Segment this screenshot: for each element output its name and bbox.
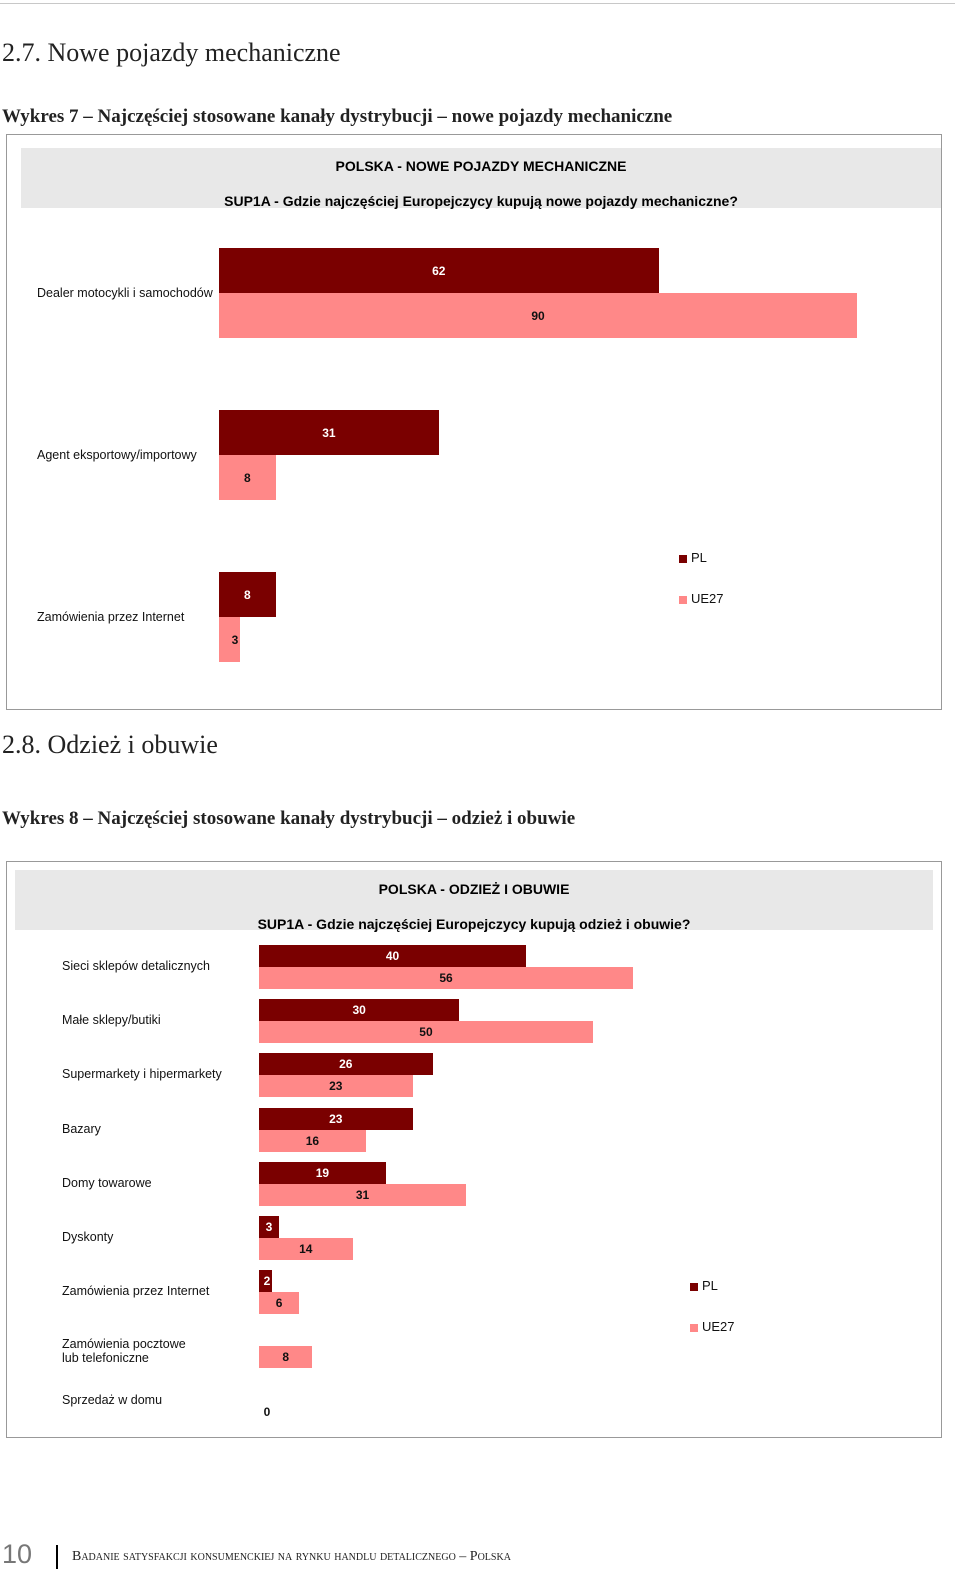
category-label-line: Sprzedaż w domu bbox=[62, 1392, 163, 1407]
bar-ue27-zamowienia-przez-internet bbox=[219, 617, 241, 662]
chart-header-band: POLSKA - ODZIEŻ I OBUWIE SUP1A - Gdzie n… bbox=[15, 870, 933, 932]
bar-pl-zamowienia-przez-internet bbox=[219, 572, 276, 617]
chart-subtitle: SUP1A - Gdzie najczęściej Europejczycy k… bbox=[257, 916, 691, 932]
bar-ue27-ma-e-sklepy-butiki bbox=[259, 1021, 593, 1044]
data-label-ue27-sprzedaz-w-domu: 0 bbox=[263, 1404, 271, 1419]
data-label-ue27-bazary: 16 bbox=[305, 1133, 320, 1148]
bar-ue27-supermarkety-i-hipermarkety bbox=[259, 1075, 413, 1098]
bar-pl-supermarkety-i-hipermarkety bbox=[259, 1053, 433, 1076]
category-label-bazary: Bazary bbox=[62, 1122, 101, 1136]
category-label-line: Supermarkety i hipermarkety bbox=[62, 1067, 222, 1082]
category-label-sprzedaz-w-domu: Sprzedaż w domu bbox=[62, 1393, 162, 1407]
bar-pl-dyskonty bbox=[259, 1216, 280, 1238]
bar-ue27-agent-eksportowy-importowy bbox=[219, 455, 276, 500]
legend-label-ue27: UE27 bbox=[691, 591, 724, 606]
legend-label-ue27: UE27 bbox=[702, 1319, 735, 1334]
bar-ue27-bazary bbox=[259, 1129, 366, 1152]
category-label-line: Dyskonty bbox=[62, 1230, 114, 1244]
data-label-ue27-dyskonty: 14 bbox=[299, 1242, 313, 1256]
bar-pl-agent-eksportowy-importowy bbox=[219, 410, 439, 455]
data-label-ue27-sieci-sklepow-detalicznych: 56 bbox=[439, 971, 453, 985]
category-label-zamowienia-pocztowe-lub-telefoniczne: Zamówienia pocztowe lub telefoniczne bbox=[62, 1337, 186, 1365]
data-label-ue27-domy-towarowe: 31 bbox=[355, 1187, 370, 1202]
data-label-ue27-zamowienia-przez-internet: 3 bbox=[231, 632, 239, 647]
bar-pl-bazary bbox=[259, 1107, 413, 1130]
bar-pl-zamowienia-przez-internet bbox=[259, 1270, 273, 1293]
data-label-pl-zamowienia-przez-internet: 8 bbox=[244, 587, 251, 602]
category-label-line: Agent eksportowy/importowy bbox=[37, 448, 197, 462]
category-label-sieci-sklepow-detalicznych: Sieci sklepów detalicznych bbox=[62, 959, 210, 973]
category-label-line: lub telefoniczne bbox=[62, 1351, 149, 1366]
chart-subtitle: SUP1A - Gdzie najczęściej Europejczycy k… bbox=[224, 193, 738, 209]
data-label-pl-domy-towarowe: 19 bbox=[315, 1165, 330, 1180]
bar-ue27-dyskonty bbox=[259, 1238, 353, 1260]
bar-ue27-dealer-motocykli-i-samochodow bbox=[219, 293, 857, 338]
bar-ue27-zamowienia-przez-internet bbox=[259, 1292, 300, 1315]
top-rule bbox=[0, 3, 955, 4]
chart-vehicles: POLSKA - NOWE POJAZDY MECHANICZNE SUP1A … bbox=[6, 134, 942, 710]
data-label-ue27-ma-e-sklepy-butiki: 50 bbox=[419, 1025, 433, 1040]
chart-clothing: POLSKA - ODZIEŻ I OBUWIE SUP1A - Gdzie n… bbox=[6, 861, 942, 1438]
category-label-line: Sieci sklepów detalicznych bbox=[62, 959, 210, 973]
section-heading-clothing: 2.8. Odzież i obuwie bbox=[2, 730, 218, 759]
bar-ue27-domy-towarowe bbox=[259, 1183, 467, 1206]
category-label-zamowienia-przez-internet: Zamówienia przez Internet bbox=[62, 1284, 209, 1298]
bar-pl-dealer-motocykli-i-samochodow bbox=[219, 248, 659, 293]
data-label-pl-bazary: 23 bbox=[329, 1111, 343, 1126]
legend-label-pl: PL bbox=[691, 550, 707, 565]
bar-pl-ma-e-sklepy-butiki bbox=[259, 999, 460, 1022]
category-label-zamowienia-przez-internet: Zamówienia przez Internet bbox=[37, 610, 184, 624]
category-label-agent-eksportowy-importowy: Agent eksportowy/importowy bbox=[37, 448, 197, 462]
bar-ue27-zamowienia-pocztowe-lub-telefoniczne bbox=[259, 1346, 313, 1369]
data-label-ue27-zamowienia-przez-internet: 6 bbox=[275, 1296, 283, 1311]
data-label-pl-dealer-motocykli-i-samochodow: 62 bbox=[432, 263, 446, 278]
data-label-pl-zamowienia-przez-internet: 2 bbox=[263, 1274, 271, 1289]
data-label-pl-supermarkety-i-hipermarkety: 26 bbox=[339, 1057, 353, 1072]
chart-header-band: POLSKA - NOWE POJAZDY MECHANICZNE SUP1A … bbox=[21, 148, 941, 209]
category-label-line: Dealer motocykli i samochodów bbox=[37, 286, 213, 300]
chart-title: POLSKA - ODZIEŻ I OBUWIE bbox=[378, 881, 570, 897]
legend-label-pl: PL bbox=[702, 1278, 718, 1293]
category-label-line: Domy towarowe bbox=[62, 1175, 152, 1190]
data-label-pl-agent-eksportowy-importowy: 31 bbox=[322, 425, 336, 440]
category-label-domy-towarowe: Domy towarowe bbox=[62, 1176, 152, 1190]
data-label-ue27-agent-eksportowy-importowy: 8 bbox=[244, 470, 251, 485]
bar-pl-domy-towarowe bbox=[259, 1161, 386, 1184]
data-label-pl-ma-e-sklepy-butiki: 30 bbox=[352, 1003, 366, 1018]
data-label-ue27-zamowienia-pocztowe-lub-telefoniczne: 8 bbox=[282, 1350, 290, 1365]
category-label-line: Zamówienia pocztowe bbox=[62, 1337, 186, 1352]
category-label-supermarkety-i-hipermarkety: Supermarkety i hipermarkety bbox=[62, 1067, 222, 1081]
bar-pl-sieci-sklepow-detalicznych bbox=[259, 945, 527, 967]
data-label-ue27-dealer-motocykli-i-samochodow: 90 bbox=[531, 308, 545, 323]
data-label-ue27-supermarkety-i-hipermarkety: 23 bbox=[329, 1079, 343, 1094]
figure-title-vehicles: Wykres 7 – Najczęściej stosowane kanały … bbox=[2, 106, 673, 127]
footer-title: Badanie satysfakcji konsumenckiej na ryn… bbox=[72, 1549, 511, 1564]
footer-divider bbox=[56, 1545, 58, 1569]
category-label-line: Bazary bbox=[62, 1121, 101, 1136]
section-heading-vehicles: 2.7. Nowe pojazdy mechaniczne bbox=[2, 38, 341, 67]
data-label-pl-dyskonty: 3 bbox=[265, 1220, 273, 1234]
category-label-line: Zamówienia przez Internet bbox=[37, 610, 185, 624]
chart-title: POLSKA - NOWE POJAZDY MECHANICZNE bbox=[335, 158, 627, 174]
category-label-dyskonty: Dyskonty bbox=[62, 1230, 113, 1244]
data-label-pl-sieci-sklepow-detalicznych: 40 bbox=[385, 949, 400, 963]
bar-ue27-sieci-sklepow-detalicznych bbox=[259, 967, 633, 989]
category-label-line: Małe sklepy/butiki bbox=[62, 1013, 161, 1028]
legend-swatch-pl bbox=[690, 1283, 698, 1291]
category-label-line: Zamówienia przez Internet bbox=[62, 1284, 210, 1299]
category-label-dealer-motocykli-i-samochodow: Dealer motocykli i samochodów bbox=[37, 286, 213, 300]
category-label-ma-e-sklepy-butiki: Małe sklepy/butiki bbox=[62, 1013, 161, 1027]
figure-title-clothing: Wykres 8 – Najczęściej stosowane kanały … bbox=[2, 808, 576, 829]
legend-swatch-ue27 bbox=[679, 596, 687, 604]
legend-swatch-pl bbox=[679, 555, 687, 563]
page-number: 10 bbox=[2, 1539, 33, 1569]
legend-swatch-ue27 bbox=[690, 1324, 698, 1332]
